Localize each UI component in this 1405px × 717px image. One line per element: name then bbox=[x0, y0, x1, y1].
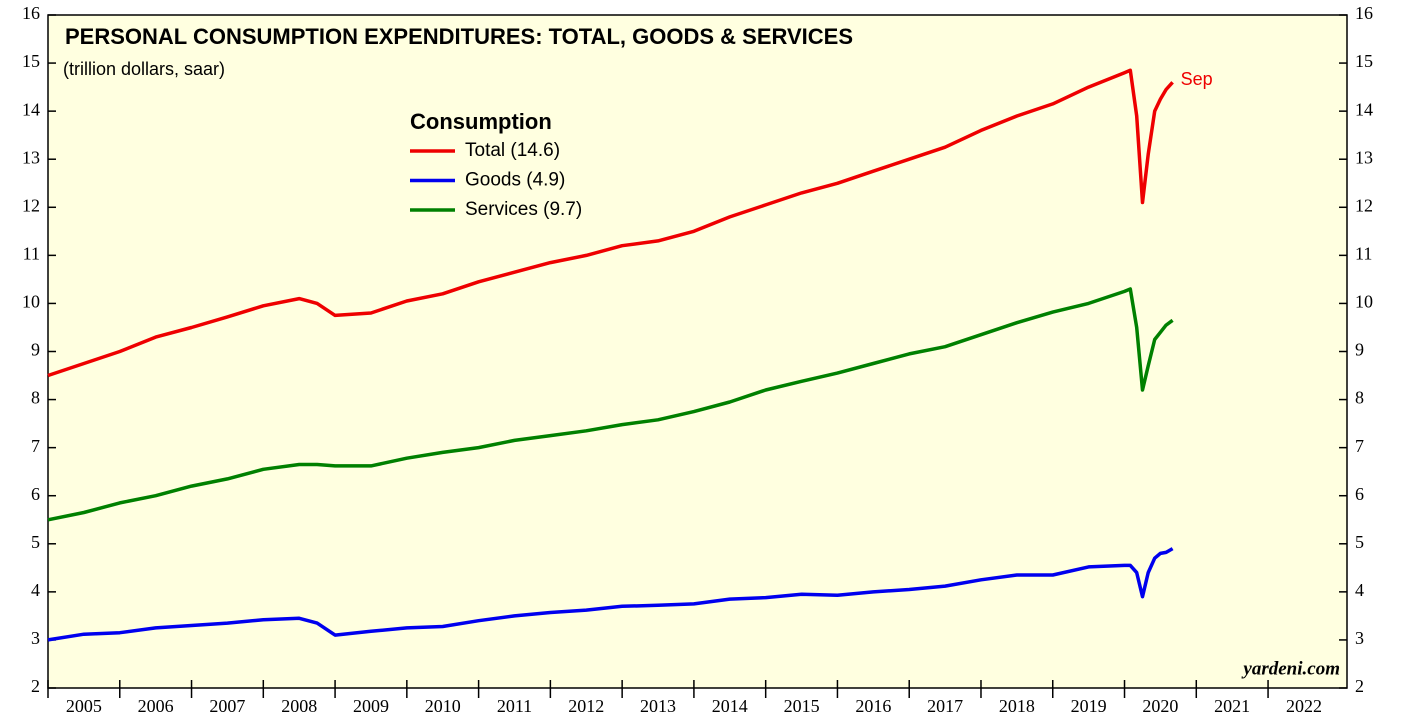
y2-tick-label: 5 bbox=[1355, 532, 1364, 552]
x-tick-label: 2021 bbox=[1214, 696, 1250, 716]
x-tick-label: 2020 bbox=[1142, 696, 1178, 716]
legend-title: Consumption bbox=[410, 109, 552, 134]
y-tick-label: 12 bbox=[22, 195, 40, 215]
x-tick-label: 2009 bbox=[353, 696, 389, 716]
y-tick-label: 13 bbox=[22, 147, 40, 167]
y2-tick-label: 2 bbox=[1355, 676, 1364, 696]
y2-tick-label: 15 bbox=[1355, 51, 1373, 71]
y2-tick-label: 14 bbox=[1355, 99, 1373, 119]
x-tick-label: 2018 bbox=[999, 696, 1035, 716]
y2-tick-label: 3 bbox=[1355, 628, 1364, 648]
y2-tick-label: 12 bbox=[1355, 195, 1373, 215]
y-tick-label: 4 bbox=[31, 580, 40, 600]
x-tick-label: 2013 bbox=[640, 696, 676, 716]
y-tick-label: 16 bbox=[22, 3, 40, 23]
y-tick-label: 5 bbox=[31, 532, 40, 552]
x-tick-label: 2006 bbox=[138, 696, 174, 716]
y-tick-label: 8 bbox=[31, 388, 40, 408]
legend-label: Services (9.7) bbox=[465, 199, 582, 220]
y2-tick-label: 6 bbox=[1355, 484, 1364, 504]
series-line bbox=[47, 68, 1174, 378]
legend-label: Total (14.6) bbox=[465, 140, 560, 161]
y-tick-label: 3 bbox=[31, 628, 40, 648]
y2-tick-label: 4 bbox=[1355, 580, 1364, 600]
y-tick-label: 6 bbox=[31, 484, 40, 504]
legend-label: Goods (4.9) bbox=[465, 170, 565, 191]
chart-title: PERSONAL CONSUMPTION EXPENDITURES: TOTAL… bbox=[65, 24, 853, 49]
source: yardeni.com bbox=[1241, 658, 1340, 679]
y2-tick-label: 10 bbox=[1355, 292, 1373, 312]
y-tick-label: 15 bbox=[22, 51, 40, 71]
annotation: Sep bbox=[1181, 69, 1213, 89]
y2-tick-label: 9 bbox=[1355, 340, 1364, 360]
series-line bbox=[47, 287, 1174, 522]
x-tick-label: 2005 bbox=[66, 696, 102, 716]
x-tick-label: 2012 bbox=[568, 696, 604, 716]
x-tick-label: 2019 bbox=[1071, 696, 1107, 716]
y2-tick-label: 13 bbox=[1355, 147, 1373, 167]
y-tick-label: 14 bbox=[22, 99, 40, 119]
chart-subtitle: (trillion dollars, saar) bbox=[63, 59, 225, 79]
y-tick-label: 7 bbox=[31, 436, 40, 456]
y-tick-label: 2 bbox=[31, 676, 40, 696]
x-tick-label: 2015 bbox=[784, 696, 820, 716]
x-tick-label: 2010 bbox=[425, 696, 461, 716]
y-tick-label: 10 bbox=[22, 292, 40, 312]
y-tick-label: 9 bbox=[31, 340, 40, 360]
plot-area bbox=[47, 14, 1348, 689]
x-tick-label: 2022 bbox=[1286, 696, 1322, 716]
series-line bbox=[47, 547, 1174, 642]
x-tick-label: 2008 bbox=[281, 696, 317, 716]
x-tick-label: 2007 bbox=[209, 696, 245, 716]
y2-tick-label: 11 bbox=[1355, 243, 1372, 263]
x-tick-label: 2017 bbox=[927, 696, 963, 716]
x-tick-label: 2014 bbox=[712, 696, 748, 716]
y2-tick-label: 16 bbox=[1355, 3, 1373, 23]
y2-tick-label: 7 bbox=[1355, 436, 1364, 456]
x-tick-label: 2011 bbox=[497, 696, 532, 716]
x-tick-label: 2016 bbox=[855, 696, 891, 716]
y2-tick-label: 8 bbox=[1355, 388, 1364, 408]
y-tick-label: 11 bbox=[23, 243, 40, 263]
